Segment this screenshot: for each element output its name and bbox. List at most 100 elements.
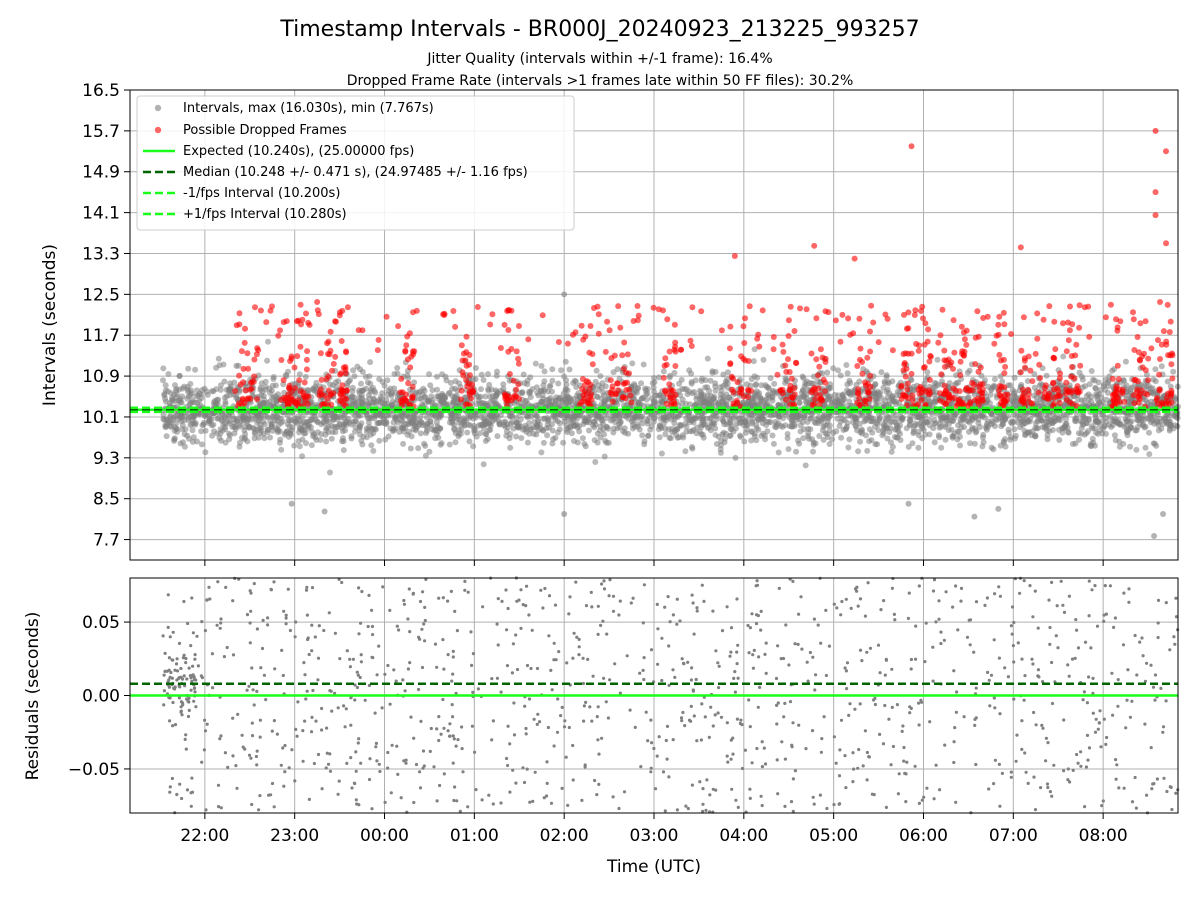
interval-point <box>784 435 791 442</box>
dropped-frame-point <box>666 381 673 388</box>
interval-point <box>350 367 357 374</box>
interval-point <box>793 448 800 455</box>
dropped-frame-point <box>515 355 522 362</box>
interval-point <box>821 422 828 429</box>
interval-point <box>760 356 767 363</box>
interval-point <box>549 366 556 373</box>
dropped-frame-point <box>863 382 869 389</box>
dropped-frame-point <box>336 309 343 316</box>
interval-point <box>238 418 245 425</box>
interval-point <box>276 439 283 446</box>
interval-point <box>264 414 271 421</box>
dropped-frame-point <box>1069 401 1076 407</box>
interval-point <box>910 428 917 435</box>
dropped-frame-point <box>399 389 406 396</box>
interval-point <box>480 377 487 383</box>
interval-point <box>800 387 807 394</box>
dropped-frame-point <box>278 357 285 363</box>
interval-point <box>748 437 755 444</box>
interval-point <box>693 393 700 400</box>
interval-point <box>614 425 621 432</box>
interval-point <box>999 378 1006 385</box>
dropped-frame-point <box>854 363 861 369</box>
interval-point <box>486 427 492 434</box>
interval-point <box>466 414 473 421</box>
dropped-frame-point <box>515 360 522 367</box>
dropped-frame-point <box>463 362 470 369</box>
interval-point <box>341 420 348 427</box>
interval-point <box>211 428 217 435</box>
interval-point <box>582 417 589 424</box>
interval-point <box>855 448 862 455</box>
interval-point <box>1079 421 1086 428</box>
interval-point <box>622 429 629 436</box>
interval-point <box>786 423 793 430</box>
interval-point <box>540 382 547 389</box>
dropped-frame-point <box>937 332 944 339</box>
interval-point <box>482 400 488 407</box>
interval-point <box>422 452 429 459</box>
interval-point <box>439 399 446 406</box>
interval-point <box>407 445 414 452</box>
dropped-frame-point <box>1065 388 1072 395</box>
interval-point <box>689 428 696 435</box>
interval-point <box>671 369 678 376</box>
interval-point <box>260 393 267 399</box>
dropped-frame-point <box>409 395 416 402</box>
interval-point <box>708 414 715 421</box>
interval-point <box>559 397 566 404</box>
interval-point <box>394 365 401 371</box>
interval-point <box>1063 416 1069 423</box>
dropped-frame-point <box>579 376 586 382</box>
interval-point <box>209 432 216 439</box>
dropped-frame-point <box>579 386 586 392</box>
dropped-frame-point <box>813 356 820 363</box>
interval-point <box>692 377 699 384</box>
interval-point <box>544 432 551 439</box>
dropped-frame-point <box>403 342 410 349</box>
dropped-frame-point <box>1056 400 1063 406</box>
interval-point <box>429 387 436 394</box>
dropped-frame-point <box>508 397 515 404</box>
interval-point <box>919 435 926 442</box>
interval-point <box>366 415 373 422</box>
dropped-frame-point <box>1063 396 1070 403</box>
interval-point <box>550 436 557 443</box>
interval-point <box>538 363 545 369</box>
interval-point <box>278 446 285 453</box>
dropped-frame-point <box>937 397 944 404</box>
dropped-frame-point <box>1002 363 1009 370</box>
dropped-frame-point <box>1077 362 1084 369</box>
dropped-frame-point <box>662 355 669 362</box>
dropped-frame-point <box>501 321 508 328</box>
interval-point <box>445 390 452 397</box>
interval-point <box>517 390 524 396</box>
interval-point <box>715 433 722 440</box>
dropped-frame-point <box>1113 383 1120 390</box>
dropped-frame-point <box>463 333 470 340</box>
interval-point <box>165 371 172 377</box>
dropped-frame-point <box>819 397 826 404</box>
interval-point <box>232 426 239 432</box>
dropped-frame-point <box>926 376 933 383</box>
dropped-frame-point <box>671 321 678 328</box>
dropped-frame-point <box>816 363 823 370</box>
dropped-frame-point <box>1056 375 1063 382</box>
interval-point <box>476 400 483 407</box>
interval-point <box>540 439 547 446</box>
interval-point <box>1044 436 1051 443</box>
interval-point <box>417 430 424 437</box>
dropped-frame-point <box>343 387 350 394</box>
dropped-frame-point <box>578 399 585 406</box>
dropped-frame-point <box>585 379 592 386</box>
interval-point <box>217 382 224 389</box>
interval-point <box>764 400 771 407</box>
dropped-frame-point <box>817 346 824 353</box>
dropped-frame-point <box>957 358 964 365</box>
interval-point <box>591 437 598 444</box>
interval-point <box>213 364 220 371</box>
interval-point <box>1056 437 1063 443</box>
interval-point <box>645 432 652 439</box>
dropped-frame-point <box>821 388 828 395</box>
interval-point <box>493 372 500 379</box>
